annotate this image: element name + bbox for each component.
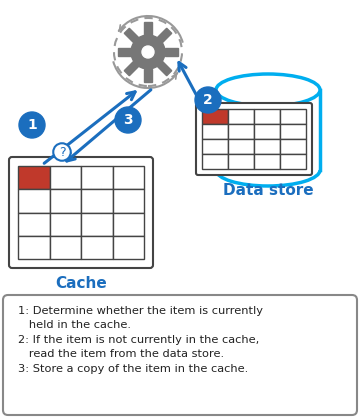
- Bar: [280, 124, 306, 139]
- Bar: [157, 61, 172, 76]
- Bar: [165, 48, 178, 55]
- Bar: [81, 213, 112, 236]
- Bar: [112, 236, 144, 259]
- Bar: [81, 236, 112, 259]
- Bar: [228, 154, 254, 169]
- Text: 1: 1: [27, 118, 37, 132]
- Bar: [144, 69, 152, 82]
- Bar: [81, 166, 112, 189]
- Bar: [18, 236, 50, 259]
- Bar: [254, 139, 280, 154]
- Bar: [157, 28, 172, 43]
- Bar: [202, 139, 228, 154]
- Bar: [50, 166, 81, 189]
- Bar: [254, 109, 280, 124]
- Bar: [124, 61, 139, 76]
- Bar: [280, 139, 306, 154]
- Circle shape: [19, 112, 45, 138]
- Text: Data store: Data store: [223, 183, 313, 198]
- Ellipse shape: [216, 74, 320, 106]
- Bar: [118, 48, 131, 55]
- Bar: [228, 109, 254, 124]
- Bar: [50, 236, 81, 259]
- Text: 1: Determine whether the item is currently
   held in the cache.
2: If the item : 1: Determine whether the item is current…: [18, 306, 263, 374]
- FancyBboxPatch shape: [9, 157, 153, 268]
- Bar: [112, 166, 144, 189]
- Bar: [280, 154, 306, 169]
- Circle shape: [131, 35, 165, 69]
- Bar: [81, 189, 112, 213]
- Bar: [280, 109, 306, 124]
- Bar: [124, 28, 139, 43]
- Bar: [50, 213, 81, 236]
- Text: ?: ?: [59, 146, 65, 158]
- Bar: [18, 166, 50, 189]
- Bar: [202, 124, 228, 139]
- Bar: [254, 124, 280, 139]
- Circle shape: [142, 46, 154, 58]
- Bar: [112, 213, 144, 236]
- Bar: [228, 124, 254, 139]
- Bar: [144, 22, 152, 35]
- Bar: [18, 189, 50, 213]
- Circle shape: [115, 107, 141, 133]
- FancyBboxPatch shape: [3, 295, 357, 415]
- Circle shape: [195, 87, 221, 113]
- Bar: [254, 154, 280, 169]
- FancyBboxPatch shape: [196, 103, 312, 175]
- Bar: [228, 139, 254, 154]
- Text: Cache: Cache: [55, 276, 107, 291]
- Bar: [50, 189, 81, 213]
- Text: 2: 2: [203, 93, 213, 107]
- Text: 3: 3: [123, 113, 133, 127]
- Bar: [202, 109, 228, 124]
- Bar: [112, 189, 144, 213]
- Bar: [18, 213, 50, 236]
- Bar: [202, 154, 228, 169]
- Bar: [216, 90, 320, 170]
